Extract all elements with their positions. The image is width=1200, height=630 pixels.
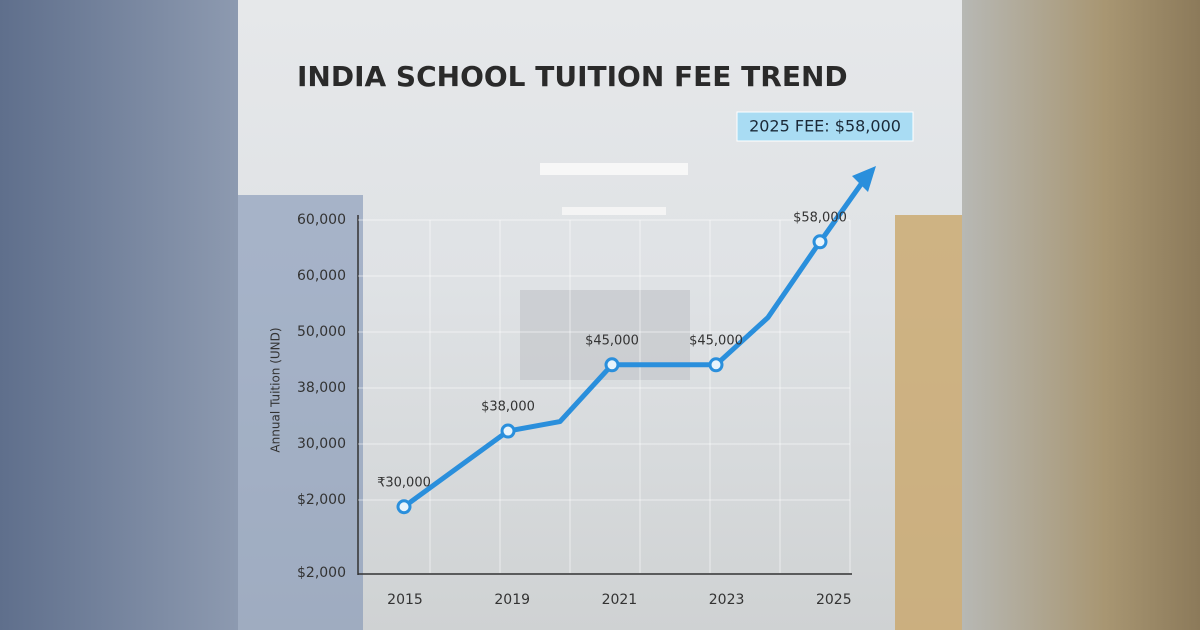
chart-title: INDIA SCHOOL TUITION FEE TREND	[297, 60, 848, 93]
callout: 2025 FEE: $58,000	[749, 117, 901, 136]
point	[500, 423, 516, 439]
x-tick-label: 2019	[494, 592, 530, 608]
background-left	[0, 0, 238, 630]
x-tick-label: 2015	[387, 592, 423, 608]
y-tick-label: 38,000	[297, 380, 346, 396]
y-tick-label: $2,000	[297, 492, 346, 508]
x-tick-label: 2021	[602, 592, 638, 608]
data-label: $45,000	[689, 333, 743, 348]
y-tick-label: 60,000	[297, 268, 346, 284]
lockers-left	[238, 195, 363, 630]
point	[708, 357, 724, 373]
data-label: $38,000	[481, 400, 535, 415]
background-right	[962, 0, 1200, 630]
data-label: $45,000	[585, 333, 639, 348]
x-tick-label: 2023	[709, 592, 745, 608]
arrow-shaft	[817, 178, 867, 244]
lockers-right	[895, 215, 962, 630]
y-tick-label: 60,000	[297, 212, 346, 228]
ceiling-light	[540, 163, 688, 175]
y-tick-label: 30,000	[297, 436, 346, 452]
arrow-head	[852, 166, 876, 192]
data-label: $58,000	[793, 210, 847, 225]
point	[604, 357, 620, 373]
y-tick-label: $2,000	[297, 565, 346, 581]
point	[396, 499, 412, 515]
grid	[429, 220, 851, 573]
y-axis-title: Annual Tuition (UND)	[269, 327, 283, 452]
x-tick-label: 2025	[816, 592, 852, 608]
y-tick-label: 50,000	[297, 324, 346, 340]
callout-box	[736, 111, 914, 142]
point	[812, 234, 828, 250]
data-label: ₹30,000	[377, 475, 431, 490]
ceiling-light	[562, 207, 666, 215]
